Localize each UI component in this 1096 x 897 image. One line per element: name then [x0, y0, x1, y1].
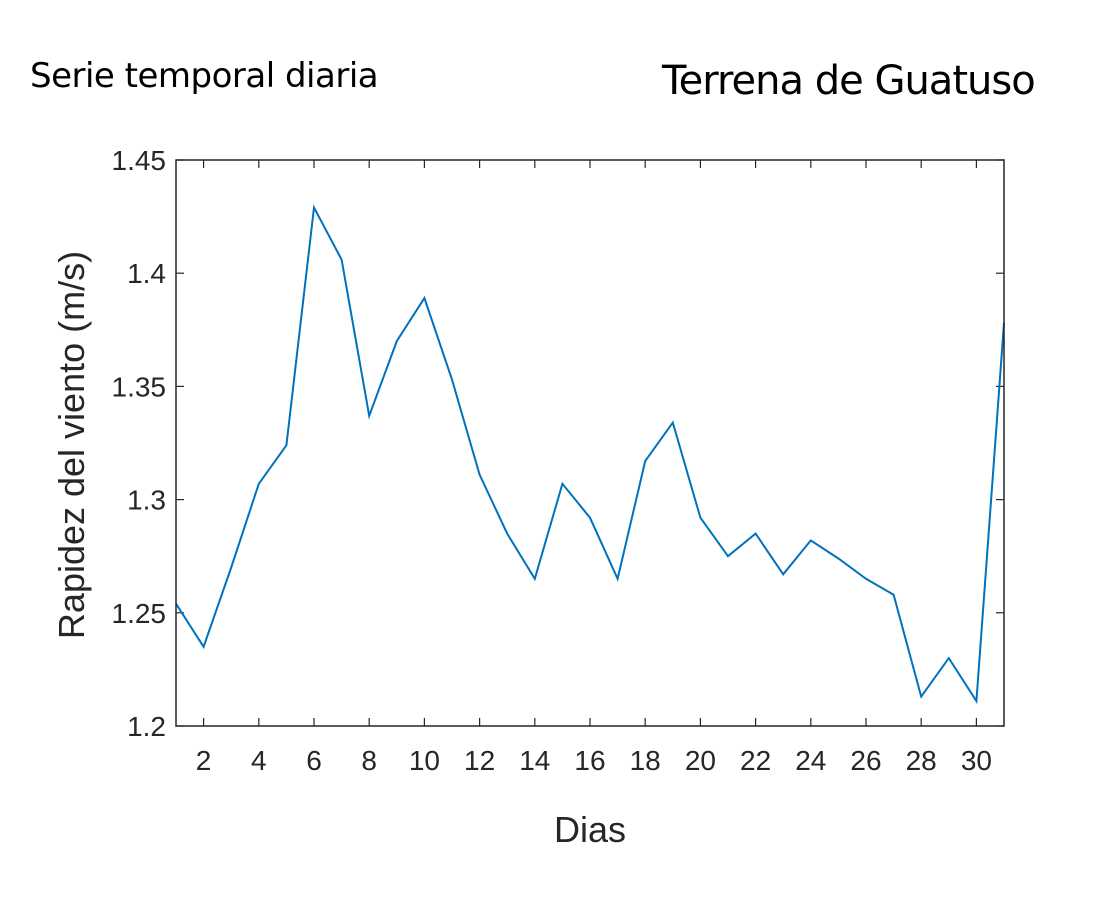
x-tick-label: 8 [361, 745, 377, 776]
axes-box [175, 159, 1005, 727]
x-tick-label: 16 [574, 745, 605, 776]
x-tick-label: 4 [251, 745, 267, 776]
x-tick-label: 18 [630, 745, 661, 776]
header-right-text: Terrena de Guatuso [662, 58, 1036, 104]
y-axis-label: Rapidez del viento (m/s) [51, 251, 92, 639]
x-tick-label: 28 [906, 745, 937, 776]
x-tick-label: 22 [740, 745, 771, 776]
x-tick-label: 2 [196, 745, 212, 776]
y-tick-label: 1.3 [127, 485, 166, 516]
x-tick-label: 20 [685, 745, 716, 776]
series-layer [175, 204, 1005, 705]
x-tick-label: 10 [409, 745, 440, 776]
plot-background [176, 160, 1004, 726]
axes-frame [175, 159, 1005, 727]
series-line [175, 204, 1005, 705]
y-tick-label: 1.25 [112, 598, 167, 629]
tick-labels: 2 4 6 8 10 12 14 16 18 20 22 24 26 28 301.21.251.31.35… [112, 145, 992, 776]
x-tick-label: 12 [464, 745, 495, 776]
x-tick-label: 30 [961, 745, 992, 776]
y-tick-label: 1.45 [112, 145, 167, 176]
y-tick-label: 1.2 [127, 711, 166, 742]
plot-area [176, 160, 1004, 726]
x-tick-label: 14 [519, 745, 550, 776]
y-tick-label: 1.35 [112, 371, 167, 402]
y-tick-label: 1.4 [127, 258, 166, 289]
x-tick-label: 26 [850, 745, 881, 776]
x-tick-label: 24 [795, 745, 826, 776]
x-axis-label: Dias [554, 809, 626, 850]
x-tick-label: 6 [306, 745, 322, 776]
header-left-text: Serie temporal diaria [30, 56, 379, 96]
